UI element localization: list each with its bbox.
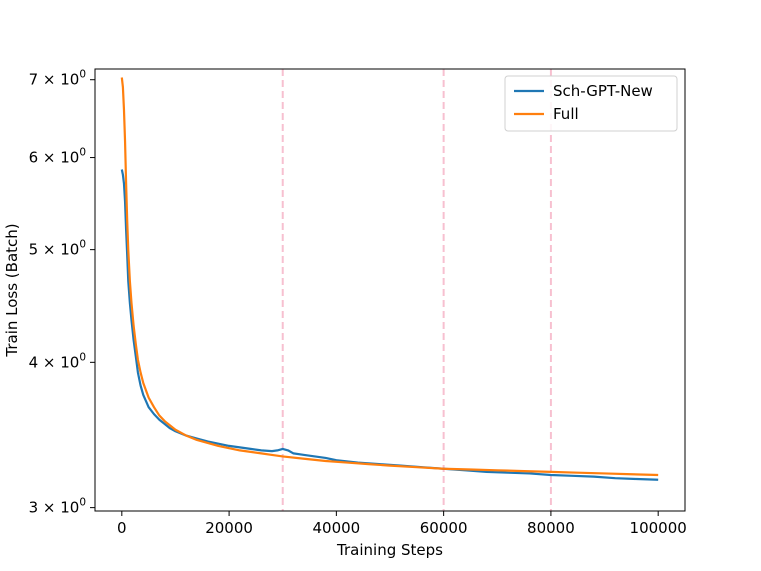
- x-tick-label-0: 0: [117, 519, 127, 537]
- x-tick-label-5: 100000: [630, 519, 687, 537]
- legend-box: [504, 75, 678, 132]
- legend: Sch-GPT-New Full: [504, 75, 678, 132]
- x-tick-label-3: 60000: [420, 519, 468, 537]
- x-tick-label-2: 40000: [313, 519, 361, 537]
- y-axis-label: Train Loss (Batch): [3, 223, 21, 357]
- vertical-reference-lines: [281, 69, 552, 511]
- series-line-1: [120, 77, 659, 477]
- y-axis-ticks: 3 × 100 4 × 100 5 × 100 6 × 100 7 × 100: [29, 69, 95, 517]
- y-tick-label-4: 7 × 100: [29, 69, 86, 89]
- x-axis-ticks: 0 20000 40000 60000 80000 100000: [117, 511, 687, 537]
- legend-label-1: Full: [553, 105, 579, 123]
- series-lines: [120, 77, 659, 481]
- plot-area-frame: [94, 68, 686, 512]
- series-line-0: [120, 169, 659, 481]
- x-tick-label-4: 80000: [527, 519, 575, 537]
- legend-label-0: Sch-GPT-New: [553, 82, 653, 100]
- x-tick-label-1: 20000: [205, 519, 253, 537]
- x-axis-label: Training Steps: [336, 541, 443, 559]
- y-tick-label-2: 5 × 100: [29, 239, 86, 259]
- y-tick-label-3: 6 × 100: [29, 147, 86, 167]
- y-tick-label-1: 4 × 100: [29, 351, 86, 371]
- y-tick-label-0: 3 × 100: [29, 497, 86, 517]
